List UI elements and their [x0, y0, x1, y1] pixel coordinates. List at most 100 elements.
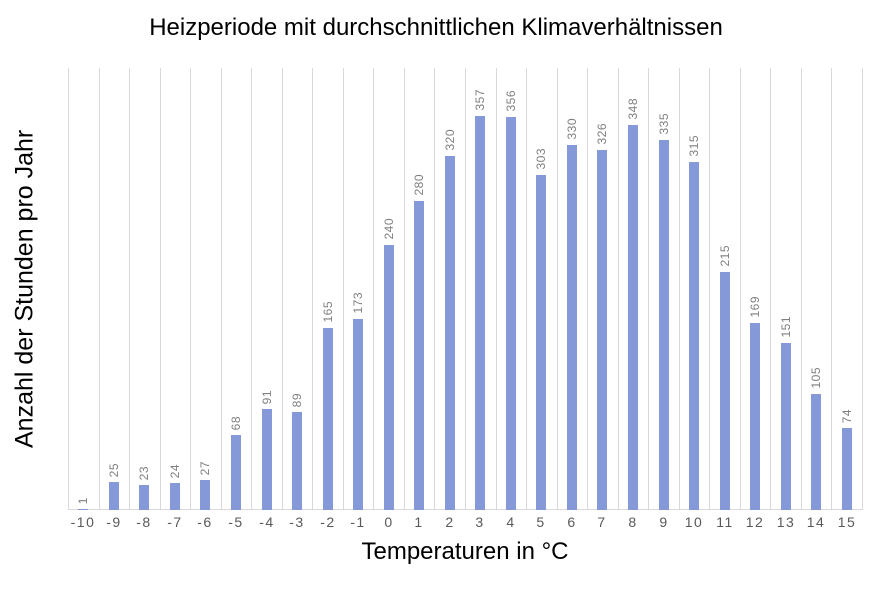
bar-value-label: 165 [321, 301, 335, 323]
gridline [160, 68, 161, 510]
bar-value-label: 326 [595, 123, 609, 145]
x-tick-label: 15 [837, 514, 857, 530]
bar [139, 485, 149, 510]
chart-title: Heizperiode mit durchschnittlichen Klima… [149, 14, 723, 41]
x-tick-label: 4 [506, 514, 516, 530]
gridline [282, 68, 283, 510]
x-tick-label: 3 [475, 514, 485, 530]
gridline [618, 68, 619, 510]
gridline [373, 68, 374, 510]
bar [445, 156, 455, 510]
gridline [709, 68, 710, 510]
bar [109, 482, 119, 510]
x-tick-label: -9 [106, 514, 122, 530]
bar-value-label: 348 [626, 98, 640, 120]
bar [781, 343, 791, 510]
x-tick-label: 14 [806, 514, 826, 530]
x-axis-title: Temperaturen in °C [361, 538, 569, 565]
bar [750, 323, 760, 510]
plot-area: 1 25 23 24 27 68 91 89 165 173 240 280 320 357 356 303 3… [68, 68, 863, 510]
gridline [648, 68, 649, 510]
gridline [251, 68, 252, 510]
bar-value-label: 215 [718, 245, 732, 267]
bar [536, 175, 546, 510]
bar-value-label: 315 [687, 135, 701, 157]
bar-value-label: 357 [473, 89, 487, 111]
bar-value-label: 335 [657, 113, 671, 135]
x-tick-label: -1 [350, 514, 366, 530]
x-tick-label: 10 [684, 514, 704, 530]
x-tick-label: 11 [716, 514, 734, 530]
x-tick-label: -4 [259, 514, 275, 530]
gridline [99, 68, 100, 510]
gridline [679, 68, 680, 510]
bar-value-label: 173 [351, 292, 365, 314]
gridline [770, 68, 771, 510]
x-tick-label: -3 [289, 514, 305, 530]
bar-value-label: 24 [168, 463, 182, 478]
bar-value-label: 23 [137, 465, 151, 480]
gridline [129, 68, 130, 510]
x-tick-label: -8 [136, 514, 152, 530]
bar-value-label: 91 [260, 389, 274, 404]
y-axis-title: Anzahl der Stunden pro Jahr [10, 129, 39, 449]
gridline [434, 68, 435, 510]
bar-value-label: 74 [840, 408, 854, 423]
x-tick-label: 1 [414, 514, 424, 530]
bar-value-label: 280 [412, 174, 426, 196]
gridline [190, 68, 191, 510]
x-tick-label: 13 [776, 514, 796, 530]
x-tick-label: 5 [536, 514, 546, 530]
gridline [801, 68, 802, 510]
gridline [557, 68, 558, 510]
bar-value-label: 330 [565, 118, 579, 140]
gridline [587, 68, 588, 510]
bar [323, 328, 333, 510]
bar-value-label: 89 [290, 392, 304, 407]
bar [170, 483, 180, 510]
bar [506, 117, 516, 510]
x-tick-label: -6 [197, 514, 213, 530]
bar [292, 412, 302, 510]
x-tick-label: 12 [745, 514, 765, 530]
x-tick-label: -7 [167, 514, 183, 530]
gridline [526, 68, 527, 510]
bar-value-label: 1 [76, 496, 90, 504]
gridline [404, 68, 405, 510]
bar [811, 394, 821, 510]
bar [262, 409, 272, 510]
bar [200, 480, 210, 510]
bar-value-label: 303 [534, 148, 548, 170]
gridline [221, 68, 222, 510]
gridline [465, 68, 466, 510]
bar-value-label: 169 [748, 296, 762, 318]
bar [475, 116, 485, 510]
x-tick-label: 0 [384, 514, 394, 530]
bar [567, 145, 577, 510]
x-tick-label: 9 [659, 514, 669, 530]
bar-value-label: 105 [809, 367, 823, 389]
bar [720, 272, 730, 510]
gridline [862, 68, 863, 510]
bar [597, 150, 607, 510]
gridline [343, 68, 344, 510]
bar [78, 509, 88, 510]
bar-value-label: 25 [107, 462, 121, 477]
x-tick-label: -10 [70, 514, 96, 530]
x-tick-label: -5 [228, 514, 244, 530]
gridline [740, 68, 741, 510]
gridline [68, 68, 69, 510]
bar [842, 428, 852, 510]
bar [659, 140, 669, 510]
x-tick-label: 7 [597, 514, 607, 530]
bar [414, 201, 424, 510]
bar-value-label: 151 [779, 316, 793, 338]
gridline [831, 68, 832, 510]
bar [689, 162, 699, 510]
bar-value-label: 320 [443, 129, 457, 151]
gridline [312, 68, 313, 510]
gridline [496, 68, 497, 510]
x-tick-label: 2 [445, 514, 455, 530]
x-tick-label: -2 [320, 514, 336, 530]
